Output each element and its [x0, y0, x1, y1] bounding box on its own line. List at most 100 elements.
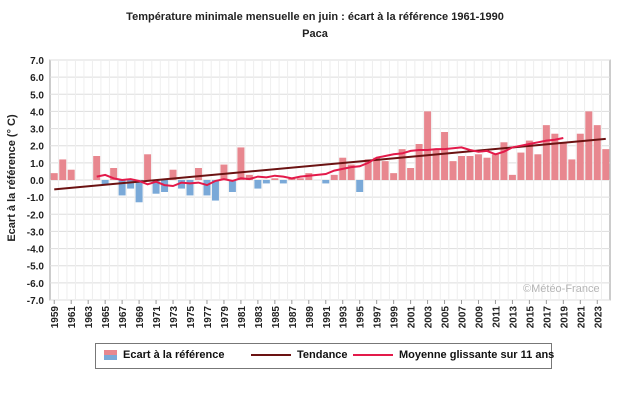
deviation-bar — [50, 173, 58, 180]
deviation-bar — [458, 156, 465, 180]
deviation-bar — [432, 149, 440, 180]
x-tick-label: 2011 — [491, 306, 502, 328]
x-tick-label: 1995 — [356, 306, 367, 329]
deviation-bar — [517, 152, 525, 180]
y-tick-label: -6.0 — [27, 279, 45, 290]
deviation-bar — [245, 174, 253, 180]
deviation-bar — [559, 142, 567, 180]
moving-average-line — [96, 137, 564, 188]
legend-item-deviation: Ecart à la référence — [104, 349, 225, 361]
y-tick-label: -1.0 — [27, 193, 45, 204]
chart-subtitle: Paca — [302, 28, 328, 40]
x-tick-label: 2001 — [407, 306, 418, 329]
deviation-bar — [449, 161, 457, 180]
deviation-bar — [576, 133, 584, 180]
x-tick-label: 1991 — [322, 306, 333, 329]
deviation-bar — [330, 174, 338, 180]
deviation-bar — [110, 168, 118, 180]
x-tick-label: 1985 — [271, 306, 282, 329]
y-tick-label: 7.0 — [30, 56, 44, 67]
deviation-bar — [101, 180, 109, 186]
y-tick-label: 0.0 — [30, 176, 44, 187]
x-tick-label: 1979 — [220, 306, 231, 329]
chart-plot: 7.0 6.0 5.0 4.0 3.0 2.0 1.0 0.0 -1.0 -2.0 -3.0 -4.0… — [27, 56, 611, 329]
deviation-bar — [322, 180, 330, 184]
deviation-bar — [441, 132, 449, 180]
deviation-bar — [203, 180, 211, 196]
deviation-bar — [381, 161, 389, 180]
legend-swatch-trend — [251, 354, 291, 356]
y-tick-label: -5.0 — [27, 262, 45, 273]
x-tick-label: 1967 — [118, 306, 129, 329]
x-tick-label: 1961 — [67, 306, 78, 329]
deviation-bar — [407, 168, 415, 180]
deviation-bar — [279, 180, 287, 184]
x-tick-label: 1977 — [203, 306, 214, 329]
deviation-bar — [373, 157, 381, 180]
deviation-bar — [534, 154, 542, 180]
deviation-bar — [254, 180, 262, 189]
chart-legend: Ecart à la référence Tendance Moyenne gl… — [95, 343, 554, 369]
deviation-bar — [475, 154, 482, 180]
x-tick-label: 2015 — [525, 306, 536, 329]
y-tick-label: -4.0 — [27, 245, 45, 256]
x-tick-label: 1999 — [390, 306, 401, 329]
deviation-bar — [195, 168, 202, 180]
legend-swatch-moving-average — [353, 354, 393, 356]
source-watermark: ©Météo-France — [523, 283, 600, 295]
legend-label-moving-average: Moyenne glissante sur 11 ans — [399, 349, 555, 361]
deviation-bar — [500, 142, 508, 180]
deviation-bar — [178, 180, 185, 189]
deviation-bar — [59, 159, 67, 180]
deviation-bar — [127, 180, 135, 189]
x-tick-label: 1969 — [135, 306, 146, 329]
x-tick-label: 2005 — [441, 306, 452, 329]
deviation-bar — [211, 180, 219, 201]
legend-label-trend: Tendance — [297, 349, 348, 361]
deviation-bar — [390, 173, 398, 180]
x-tick-label: 1997 — [373, 306, 384, 329]
x-tick-label: 2021 — [576, 306, 587, 329]
deviation-bar — [466, 156, 474, 180]
deviation-bar — [93, 156, 101, 180]
deviation-bar — [186, 180, 194, 196]
chart-title: Température minimale mensuelle en juin :… — [126, 11, 504, 23]
y-tick-label: 5.0 — [30, 90, 44, 101]
x-tick-label: 1965 — [101, 306, 112, 329]
x-tick-label: 1971 — [152, 306, 163, 329]
legend-item-moving-average: Moyenne glissante sur 11 ans — [353, 349, 554, 361]
deviation-bar — [144, 154, 152, 180]
deviation-bar — [508, 174, 516, 180]
y-tick-label: 6.0 — [30, 73, 44, 84]
deviation-bar — [220, 164, 228, 180]
deviation-bar — [542, 125, 550, 180]
y-tick-label: 3.0 — [30, 125, 44, 136]
deviation-bar — [424, 111, 432, 180]
deviation-bar — [356, 180, 364, 192]
y-tick-label: -3.0 — [27, 227, 45, 238]
deviation-bar — [568, 159, 576, 180]
y-tick-label: -2.0 — [27, 210, 45, 221]
deviation-bar — [551, 133, 559, 180]
x-tick-label: 1987 — [288, 306, 299, 329]
deviation-bar — [271, 178, 279, 180]
x-tick-label: 1959 — [50, 306, 61, 329]
deviation-bar — [347, 164, 355, 180]
deviation-bar — [364, 159, 372, 180]
x-tick-label: 2013 — [508, 306, 519, 329]
deviation-bar — [483, 157, 491, 180]
deviation-bar — [491, 154, 499, 180]
x-tick-label: 2007 — [458, 306, 469, 329]
deviation-bar — [67, 169, 75, 180]
y-tick-label: 1.0 — [30, 159, 44, 170]
deviation-bar — [525, 140, 533, 180]
deviation-bar — [152, 180, 160, 194]
x-tick-label: 1981 — [237, 306, 248, 329]
x-tick-label: 2019 — [559, 306, 570, 329]
x-tick-label: 2023 — [593, 306, 604, 329]
deviation-bar — [262, 180, 270, 184]
x-tick-label: 1975 — [186, 306, 197, 329]
deviation-bar — [415, 144, 423, 180]
x-tick-label: 2003 — [424, 306, 435, 329]
x-tick-label: 1983 — [254, 306, 265, 329]
